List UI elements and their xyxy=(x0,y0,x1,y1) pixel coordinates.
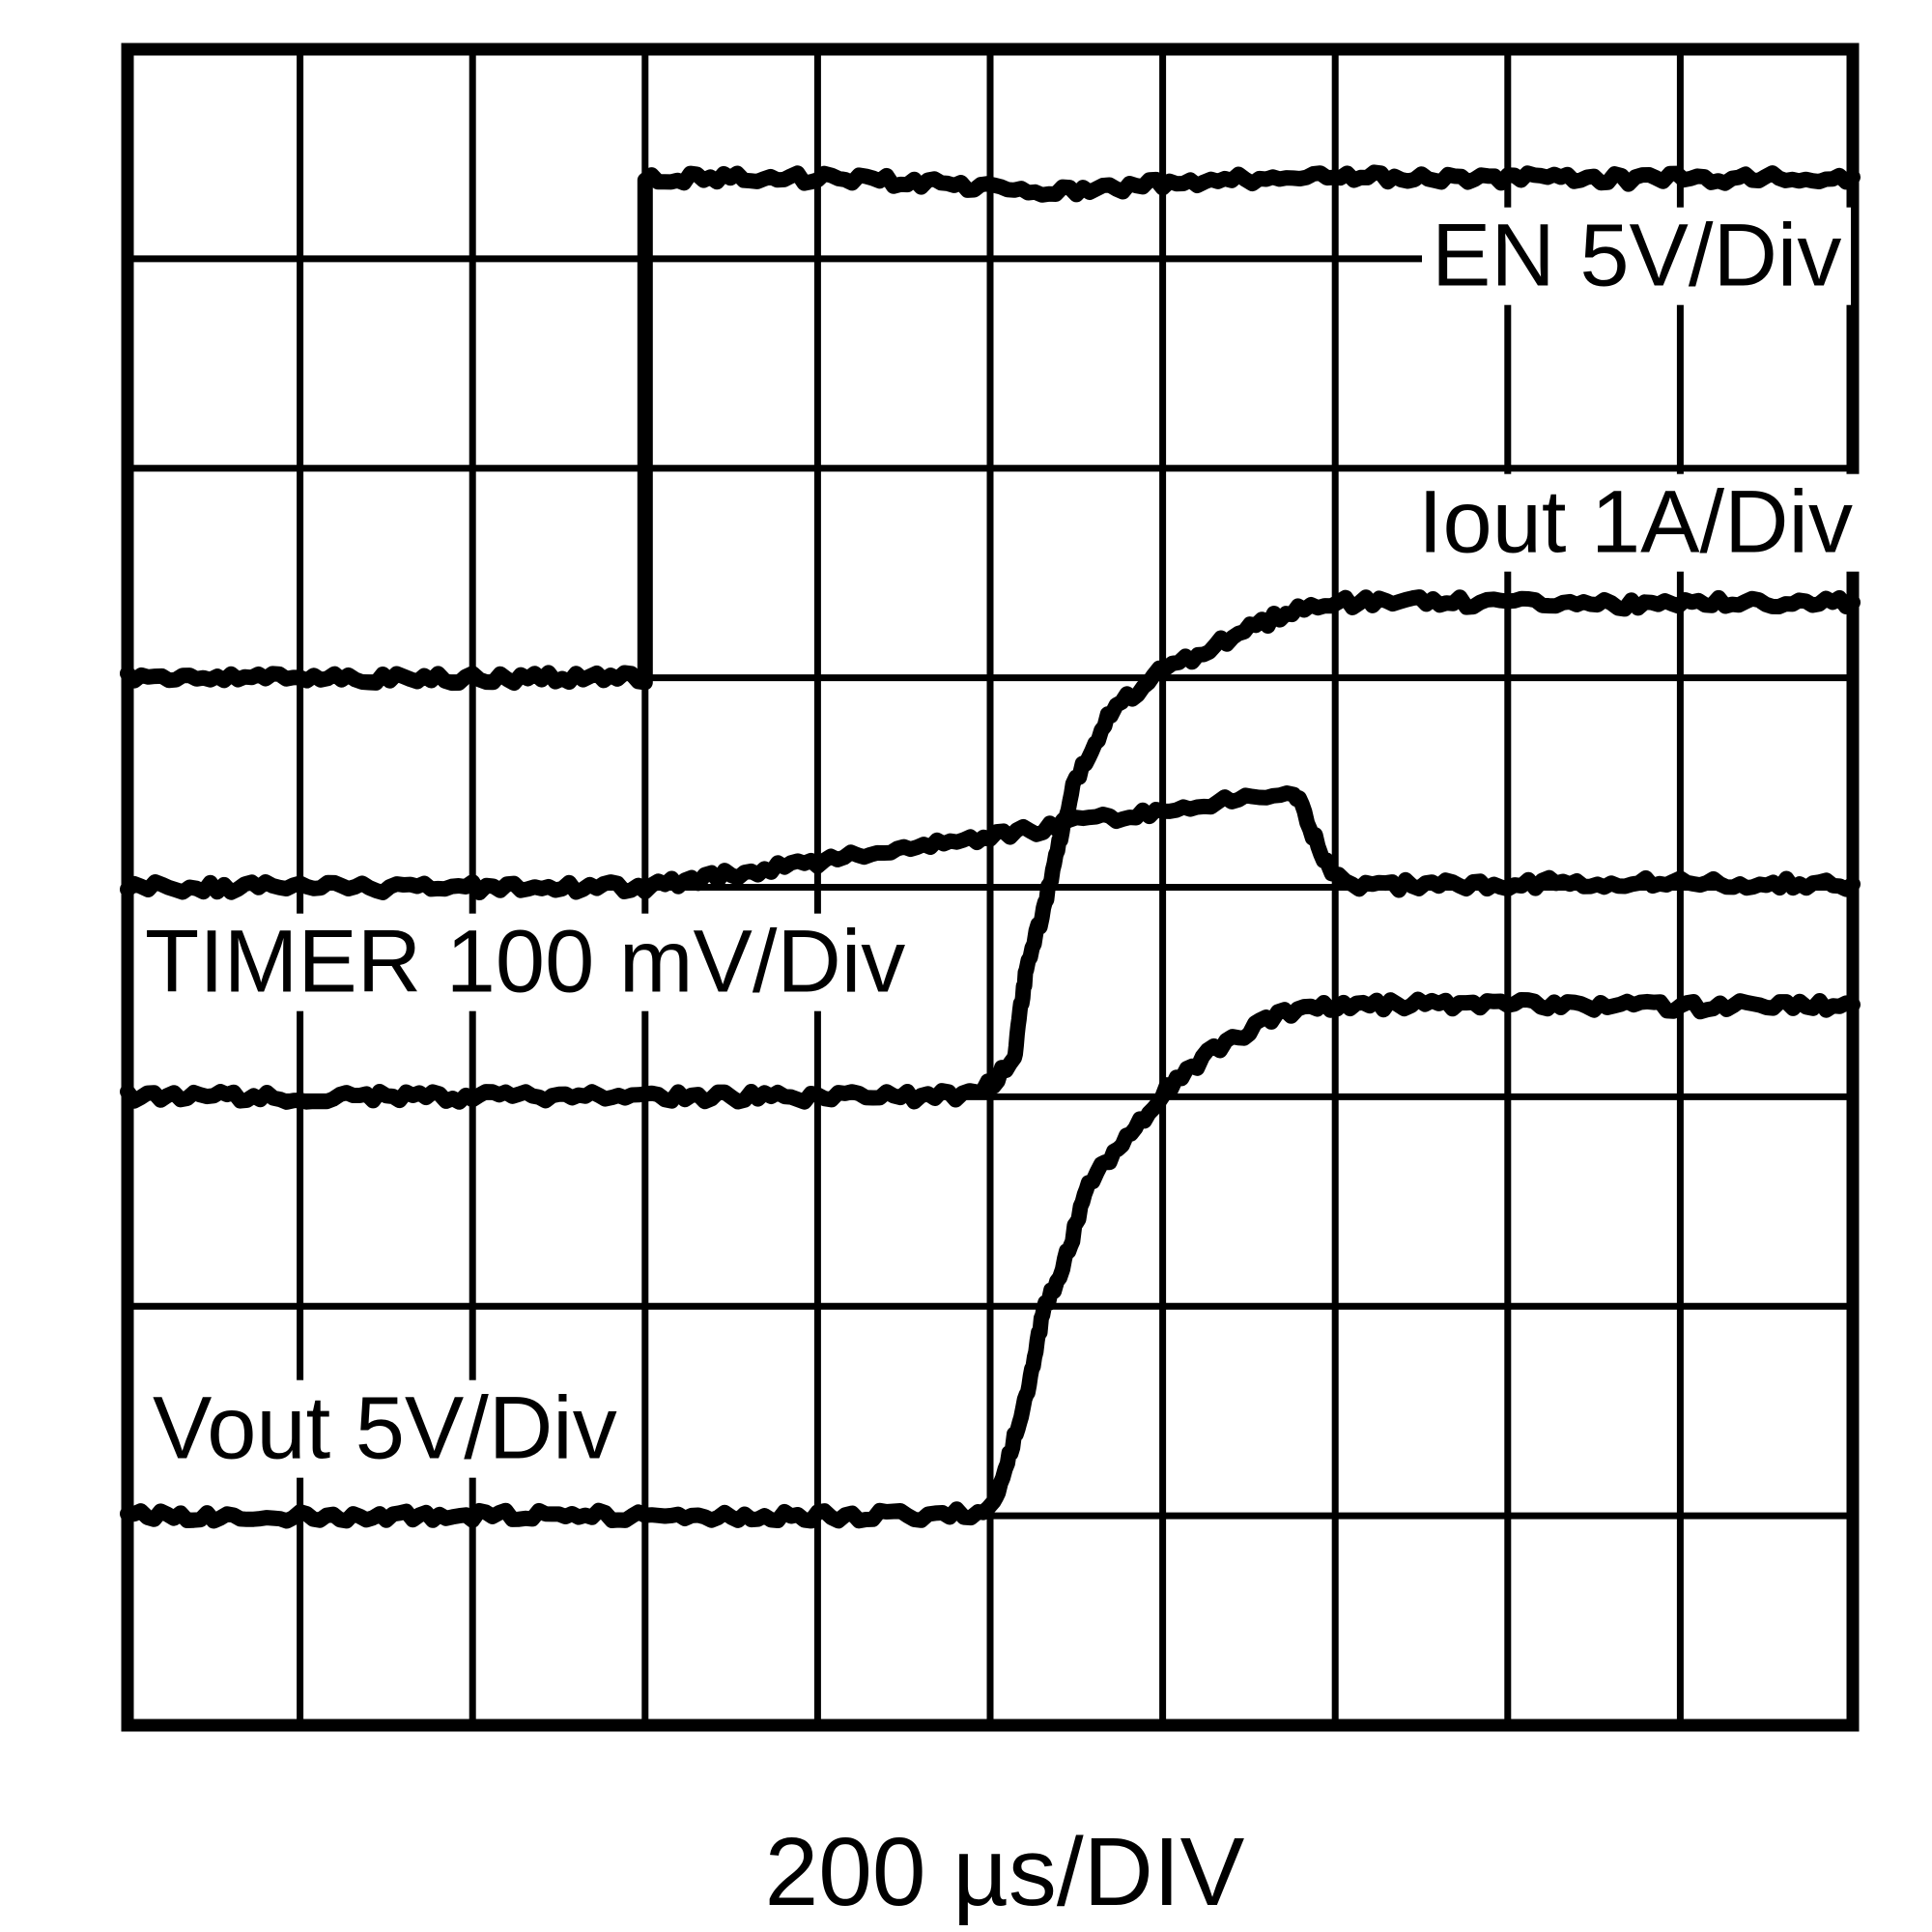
trace-vout xyxy=(120,991,1861,1529)
trace-timer xyxy=(120,785,1861,900)
trace-label-en: EN 5V/Div xyxy=(1422,207,1852,305)
timebase-label: 200 µs/DIV xyxy=(764,1818,1245,1926)
trace-label-timer: TIMER 100 mV/Div xyxy=(135,913,916,1011)
trace-en xyxy=(120,164,1861,692)
trace-label-vout: Vout 5V/Div xyxy=(143,1379,627,1478)
trace-label-iout: Iout 1A/Div xyxy=(1408,473,1862,572)
trace-iout xyxy=(120,589,1861,1110)
